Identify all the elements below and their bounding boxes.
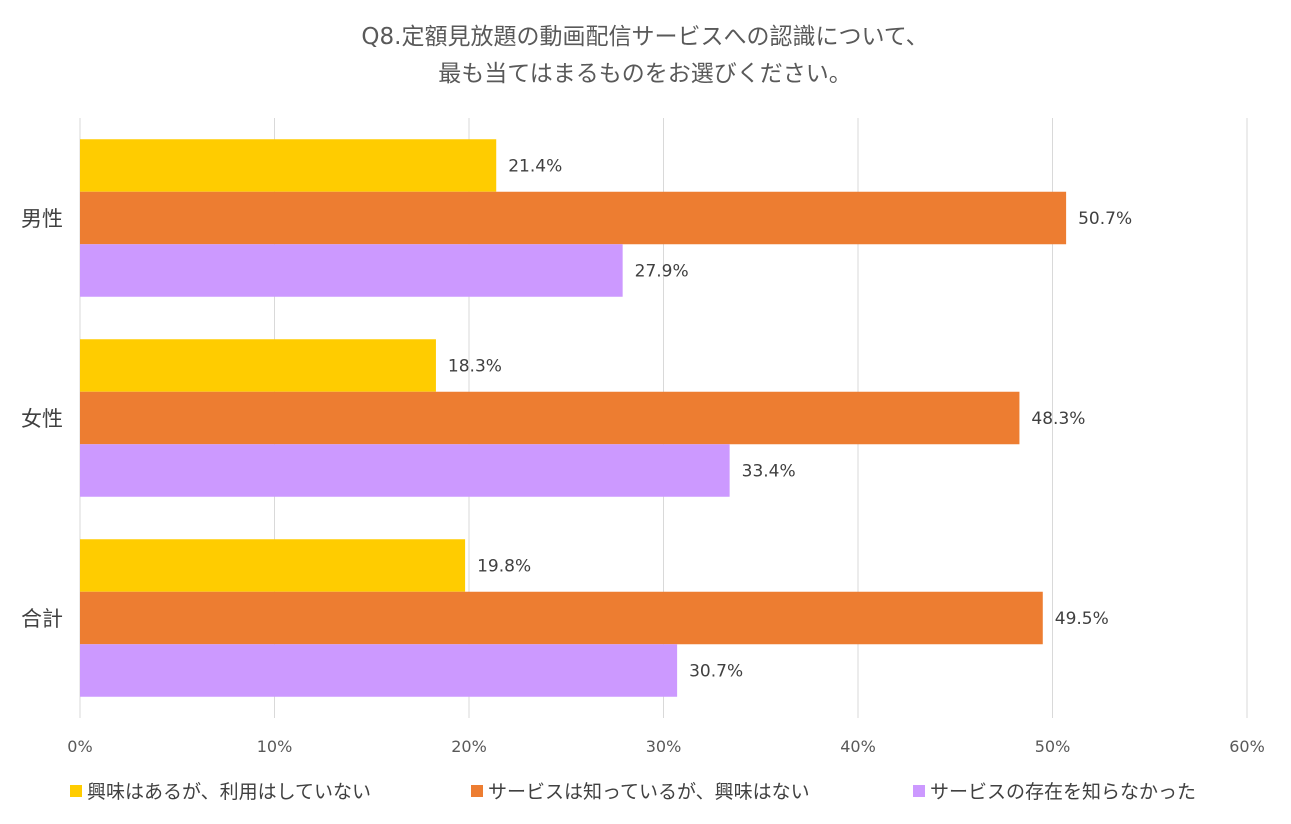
data-label: 18.3% <box>448 357 502 377</box>
data-label: 21.4% <box>508 157 562 177</box>
category-label: 男性 <box>21 207 63 231</box>
bar <box>80 191 1067 245</box>
legend-swatch <box>70 785 82 797</box>
bar <box>80 391 1020 445</box>
legend-label: サービスの存在を知らなかった <box>930 781 1196 803</box>
legend-label: 興味はあるが、利用はしていない <box>87 781 371 803</box>
chart-title-line-1: Q8.定額見放題の動画配信サービスへの認識について、 <box>361 24 928 50</box>
data-label: 48.3% <box>1031 409 1085 429</box>
bar <box>80 591 1043 645</box>
legend-swatch <box>913 785 925 797</box>
data-label: 19.8% <box>477 557 531 577</box>
data-label: 49.5% <box>1055 609 1109 629</box>
x-tick-label: 20% <box>451 737 487 756</box>
category-label: 女性 <box>21 407 63 431</box>
bars: 21.4% 50.7% 27.9% 18.3% 48.3% 33.4% 19.8% 49.5%… <box>80 139 1132 697</box>
x-tick-label: 40% <box>840 737 876 756</box>
bar <box>80 339 436 392</box>
legend-swatch <box>471 785 483 797</box>
x-tick-label: 60% <box>1229 737 1265 756</box>
legend: 興味はあるが、利用はしていない サービスは知っているが、興味はない サービスの存在を… <box>70 781 1196 803</box>
bar <box>80 539 466 592</box>
x-axis-ticks: 0% 10% 20% 30% 40% 50% 60% <box>67 737 1264 756</box>
bar <box>80 139 497 192</box>
category-label: 合計 <box>21 607 63 631</box>
data-label: 27.9% <box>635 262 689 282</box>
data-label: 30.7% <box>689 662 743 682</box>
x-tick-label: 10% <box>257 737 293 756</box>
x-tick-label: 50% <box>1035 737 1071 756</box>
x-tick-label: 30% <box>646 737 682 756</box>
chart-title-line-2: 最も当てはまるものをお選びください。 <box>438 61 852 87</box>
legend-label: サービスは知っているが、興味はない <box>488 781 810 803</box>
data-label: 50.7% <box>1078 209 1132 229</box>
bar <box>80 444 730 497</box>
data-label: 33.4% <box>742 462 796 482</box>
x-tick-label: 0% <box>67 737 92 756</box>
bar <box>80 644 678 697</box>
bar <box>80 244 623 297</box>
